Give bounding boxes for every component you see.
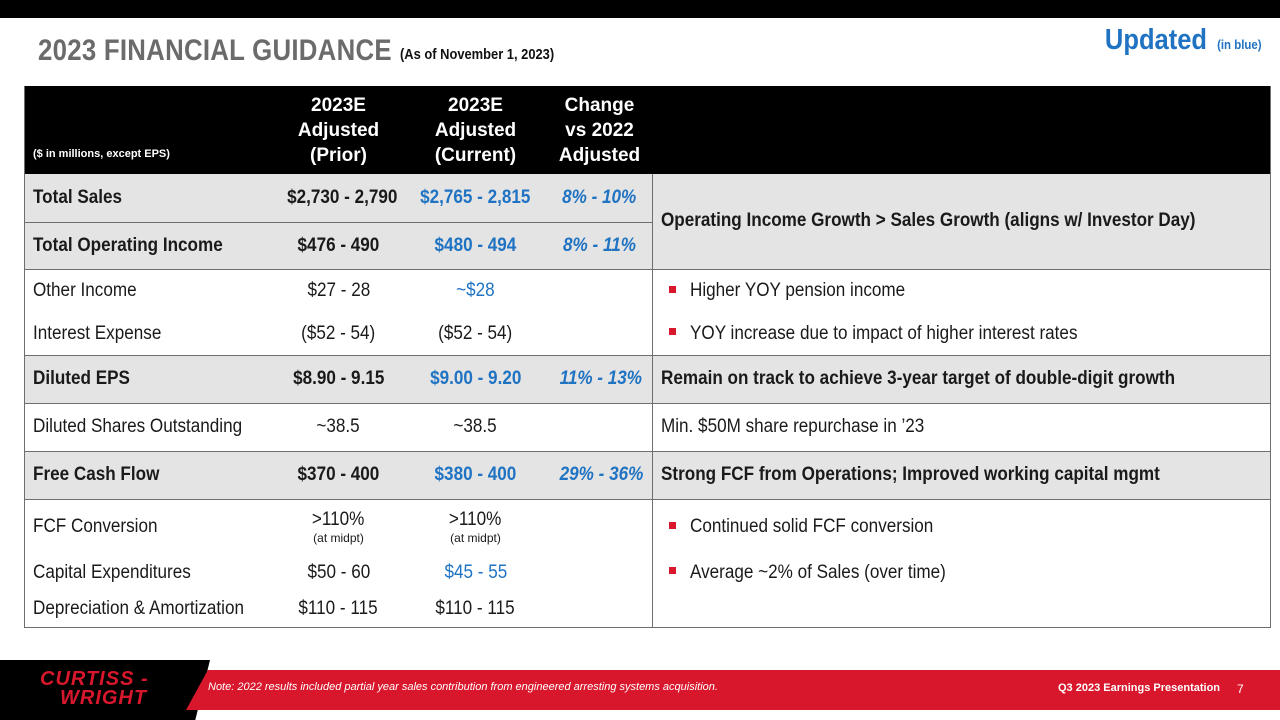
footer-bar: CURTISS - WRIGHT Note: 2022 results incl…	[0, 660, 1280, 720]
table-row: Free Cash Flow $370 - 400 $380 - 400 29%…	[24, 450, 1271, 499]
table-row: FCF Conversion >110% (at midpt) >110% (a…	[24, 498, 1271, 555]
diluted-shares-prior: ~38.5	[316, 416, 361, 437]
col-header-current: 2023E Adjusted (Current)	[434, 94, 517, 166]
table-row: Diluted EPS $8.90 - 9.15 $9.00 - 9.20 11…	[24, 354, 1271, 403]
bullet-icon	[669, 567, 676, 575]
presentation-name: Q3 2023 Earnings Presentation	[1058, 682, 1221, 694]
row-label-diluted-shares: Diluted Shares Outstanding	[33, 416, 243, 437]
guidance-table: ($ in millions, except EPS) 2023E Adjuste…	[24, 86, 1271, 628]
top-bar	[0, 0, 1280, 18]
diluted-eps-prior: $8.90 - 9.15	[292, 368, 385, 389]
row-label-operating-income: Total Operating Income	[33, 234, 223, 256]
bullet-icon	[669, 521, 676, 529]
capex-current: $45 - 55	[444, 562, 507, 583]
sales-oi-comment: Operating Income Growth > Sales Growth (…	[661, 210, 1196, 232]
d-and-a-prior: $110 - 115	[298, 597, 379, 619]
row-label-diluted-eps: Diluted EPS	[33, 368, 130, 389]
title-text: 2023 FINANCIAL GUIDANCE	[38, 34, 392, 67]
row-label-interest-expense: Interest Expense	[33, 322, 162, 344]
row-label-free-cash-flow: Free Cash Flow	[33, 464, 160, 485]
col-header-change: Change vs 2022 Adjusted	[558, 94, 641, 166]
free-cash-flow-current: $380 - 400	[434, 464, 517, 485]
bullet-icon	[669, 328, 676, 336]
operating-income-change: 8% - 11%	[562, 234, 636, 256]
fcf-conversion-comment: Continued solid FCF conversion	[690, 516, 934, 538]
fcf-conversion-current: >110%	[449, 509, 502, 531]
updated-label: Updated	[1105, 24, 1208, 56]
col-header-comment	[653, 86, 1271, 174]
free-cash-flow-prior: $370 - 400	[297, 464, 380, 485]
other-income-comment: Higher YOY pension income	[690, 280, 906, 302]
footnote: Note: 2022 results included partial year…	[208, 681, 718, 693]
row-label-total-sales: Total Sales	[33, 186, 123, 208]
diluted-eps-current: $9.00 - 9.20	[429, 368, 522, 389]
diluted-eps-change: 11% - 13%	[559, 368, 642, 389]
fcf-conversion-prior-note: (at midpt)	[313, 531, 364, 546]
logo-background	[0, 660, 210, 720]
total-sales-current: $2,765 - 2,815	[420, 186, 531, 208]
other-income-current: ~$28	[456, 280, 495, 302]
d-and-a-current: $110 - 115	[435, 597, 516, 619]
other-income-prior: $27 - 28	[307, 280, 370, 302]
capex-prior: $50 - 60	[307, 562, 370, 583]
page-number: 7	[1237, 682, 1244, 696]
table-row: Capital Expenditures $50 - 60 $45 - 55 A…	[24, 555, 1271, 591]
fcf-conversion-current-note: (at midpt)	[450, 531, 501, 546]
operating-income-prior: $476 - 490	[297, 234, 380, 256]
updated-note: (in blue)	[1217, 37, 1262, 52]
interest-expense-comment: YOY increase due to impact of higher int…	[690, 322, 1078, 344]
bullet-icon	[669, 285, 676, 293]
table-header-row: ($ in millions, except EPS) 2023E Adjuste…	[24, 86, 1271, 174]
curtiss-wright-logo: CURTISS - WRIGHT	[40, 668, 149, 709]
fcf-conversion-prior: >110%	[312, 509, 365, 531]
footer-red-band	[186, 670, 1280, 710]
table-row: Other Income $27 - 28 ~$28 Higher YOY pe…	[24, 268, 1271, 313]
updated-legend: Updated (in blue)	[1091, 24, 1262, 57]
diluted-eps-comment: Remain on track to achieve 3-year target…	[661, 368, 1176, 389]
row-label-fcf-conversion: FCF Conversion	[33, 516, 158, 538]
row-label-other-income: Other Income	[33, 280, 137, 302]
row-label-d-and-a: Depreciation & Amortization	[33, 597, 245, 619]
col-header-prior: 2023E Adjusted (Prior)	[297, 94, 380, 166]
title-date: (As of November 1, 2023)	[400, 46, 555, 63]
diluted-shares-current: ~38.5	[453, 416, 498, 437]
diluted-shares-comment: Min. $50M share repurchase in ’23	[661, 416, 925, 437]
table-row: Depreciation & Amortization $110 - 115 $…	[24, 591, 1271, 627]
total-sales-prior: $2,730 - 2,790	[286, 186, 397, 208]
units-note: ($ in millions, except EPS)	[33, 148, 170, 160]
row-label-capex: Capital Expenditures	[33, 562, 191, 583]
free-cash-flow-comment: Strong FCF from Operations; Improved wor…	[661, 464, 1160, 485]
table-row: Total Sales $2,730 - 2,790 $2,765 - 2,81…	[24, 174, 1271, 269]
capex-comment: Average ~2% of Sales (over time)	[690, 562, 946, 583]
page-title: 2023 FINANCIAL GUIDANCE (As of November …	[38, 34, 554, 68]
free-cash-flow-change: 29% - 36%	[559, 464, 643, 485]
interest-expense-current: ($52 - 54)	[438, 322, 513, 344]
total-sales-change: 8% - 10%	[562, 186, 637, 208]
table-row: Diluted Shares Outstanding ~38.5 ~38.5 M…	[24, 402, 1271, 451]
interest-expense-prior: ($52 - 54)	[301, 322, 376, 344]
operating-income-current: $480 - 494	[434, 234, 517, 256]
table-row: Interest Expense ($52 - 54) ($52 - 54) Y…	[24, 313, 1271, 355]
